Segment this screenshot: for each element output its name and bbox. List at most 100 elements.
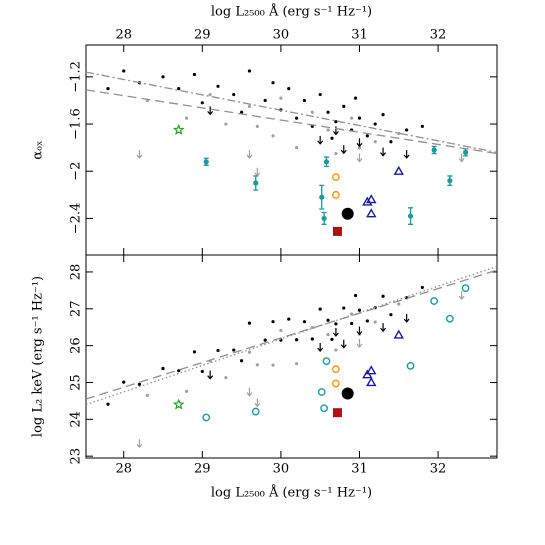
y-tick-label: 25 bbox=[69, 374, 84, 391]
fit-line bbox=[85, 71, 498, 153]
data-point bbox=[161, 75, 165, 79]
upper-limit bbox=[254, 398, 261, 408]
upper-limit bbox=[403, 150, 410, 159]
data-point bbox=[373, 122, 377, 126]
y-tick-label: 27 bbox=[69, 301, 84, 318]
x-tick-label: 30 bbox=[273, 28, 290, 43]
y-tick-label: −2 bbox=[69, 162, 84, 181]
data-point bbox=[255, 363, 259, 367]
data-point bbox=[397, 131, 401, 136]
data-point bbox=[332, 379, 340, 388]
data-point bbox=[342, 306, 346, 310]
data-point bbox=[253, 180, 259, 186]
data-point bbox=[310, 337, 314, 341]
upper-limit bbox=[356, 153, 363, 163]
data-point bbox=[393, 329, 404, 339]
data-point bbox=[318, 92, 322, 97]
y-axis-label: αₒₓ bbox=[31, 140, 46, 159]
data-point bbox=[332, 173, 340, 182]
data-point bbox=[287, 87, 291, 91]
data-point bbox=[330, 136, 334, 140]
x-tick-label: 29 bbox=[194, 462, 211, 477]
fit-line bbox=[85, 89, 498, 155]
upper-limit bbox=[317, 135, 324, 145]
data-point bbox=[310, 110, 314, 114]
data-point bbox=[322, 357, 331, 366]
data-point bbox=[247, 69, 252, 73]
data-point bbox=[177, 369, 181, 373]
data-point bbox=[332, 408, 342, 418]
data-point bbox=[330, 337, 334, 341]
data-point bbox=[462, 149, 469, 155]
upper-limit bbox=[246, 150, 253, 159]
data-point bbox=[381, 113, 385, 117]
data-point bbox=[350, 116, 354, 120]
data-point bbox=[279, 96, 283, 100]
data-point bbox=[184, 116, 189, 120]
data-point bbox=[295, 116, 299, 120]
data-point bbox=[373, 320, 377, 324]
data-point bbox=[203, 159, 209, 165]
upper-limit bbox=[136, 439, 143, 449]
data-point bbox=[287, 317, 291, 321]
x-tick-label: 29 bbox=[194, 28, 211, 43]
data-point bbox=[326, 110, 330, 114]
data-point bbox=[365, 319, 369, 323]
data-point bbox=[172, 123, 185, 135]
y-tick-label: 28 bbox=[69, 264, 84, 281]
data-point bbox=[271, 81, 275, 85]
upper-limit bbox=[136, 150, 143, 159]
data-point bbox=[326, 318, 330, 322]
data-point bbox=[184, 389, 189, 393]
data-point bbox=[389, 140, 393, 144]
data-point bbox=[295, 338, 299, 342]
data-point bbox=[334, 348, 338, 352]
data-point bbox=[445, 314, 454, 323]
data-point bbox=[271, 320, 275, 324]
upper-limit bbox=[458, 291, 465, 301]
data-point bbox=[295, 362, 299, 366]
y-tick-label: −1.2 bbox=[69, 61, 84, 93]
data-point bbox=[350, 321, 354, 326]
data-point bbox=[302, 320, 307, 324]
data-point bbox=[247, 321, 252, 325]
upper-limit bbox=[356, 326, 363, 336]
x-tick-label: 31 bbox=[351, 462, 368, 477]
x-tick-label: 28 bbox=[115, 462, 132, 477]
data-point bbox=[271, 134, 275, 138]
data-point bbox=[332, 190, 340, 199]
data-point bbox=[430, 297, 439, 305]
data-point bbox=[397, 302, 401, 306]
upper-limit bbox=[380, 147, 387, 157]
data-point bbox=[461, 284, 470, 293]
data-point bbox=[323, 159, 330, 165]
x-tick-label: 31 bbox=[351, 28, 368, 43]
upper-limit bbox=[403, 313, 410, 323]
data-point bbox=[389, 313, 393, 317]
data-point bbox=[357, 116, 362, 120]
upper-limit bbox=[458, 153, 465, 163]
x-tick-label: 30 bbox=[273, 462, 290, 477]
data-point bbox=[263, 98, 267, 103]
data-point bbox=[239, 110, 244, 114]
data-point bbox=[216, 348, 220, 353]
data-point bbox=[431, 147, 437, 153]
x-tick-label: 28 bbox=[115, 28, 132, 43]
data-point bbox=[295, 146, 299, 150]
data-point bbox=[321, 215, 327, 222]
data-point bbox=[122, 69, 126, 73]
upper-limit bbox=[207, 370, 214, 380]
y-tick-label: 26 bbox=[69, 337, 84, 354]
data-point bbox=[310, 325, 314, 330]
data-point bbox=[366, 194, 377, 204]
data-point bbox=[447, 178, 453, 184]
data-point bbox=[224, 122, 228, 126]
data-point bbox=[341, 207, 354, 220]
upper-limit bbox=[356, 339, 363, 348]
upper-limit bbox=[246, 387, 253, 397]
data-point bbox=[366, 377, 377, 387]
y-tick-label: −1.6 bbox=[69, 108, 84, 140]
data-point bbox=[362, 196, 373, 206]
data-point bbox=[177, 87, 181, 91]
